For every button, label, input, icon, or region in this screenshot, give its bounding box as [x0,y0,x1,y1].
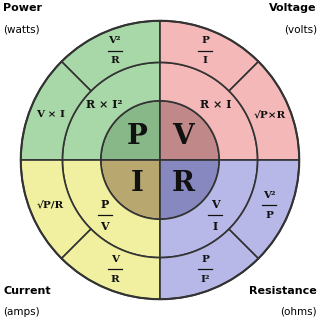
Polygon shape [62,62,160,160]
Wedge shape [101,101,160,160]
Text: R: R [172,170,195,196]
Text: V: V [100,221,109,232]
Text: V: V [172,124,194,150]
Wedge shape [160,160,219,219]
Text: V: V [111,255,119,264]
Text: P: P [201,255,209,264]
Polygon shape [21,61,91,160]
Polygon shape [160,62,258,160]
Text: Voltage: Voltage [269,3,317,13]
Polygon shape [21,160,91,259]
Polygon shape [160,160,258,258]
Text: I²: I² [201,275,210,284]
Text: √P/R: √P/R [37,201,64,210]
Polygon shape [160,229,259,299]
Polygon shape [62,160,160,258]
Text: R: R [110,275,119,284]
Text: Resistance: Resistance [249,286,317,296]
Text: V × I: V × I [36,110,65,119]
Text: (volts): (volts) [284,24,317,34]
Text: P: P [266,211,273,220]
Text: P: P [126,124,148,150]
Text: V²: V² [108,36,121,45]
Text: V²: V² [263,190,276,200]
Text: I: I [131,170,143,196]
Text: Current: Current [3,286,51,296]
Text: I: I [203,56,208,65]
Wedge shape [160,101,219,160]
Text: V: V [211,199,220,210]
Text: (watts): (watts) [3,24,40,34]
Text: (amps): (amps) [3,307,40,317]
Polygon shape [61,21,160,91]
Polygon shape [61,229,160,299]
Polygon shape [160,21,259,91]
Text: √P×R: √P×R [253,110,285,119]
Text: I: I [213,221,218,232]
Text: P: P [100,199,109,210]
Text: Power: Power [3,3,42,13]
Text: (ohms): (ohms) [280,307,317,317]
Text: R × I: R × I [200,99,231,110]
Polygon shape [229,160,299,259]
Text: P: P [201,36,209,45]
Text: R × I²: R × I² [86,99,123,110]
Wedge shape [101,160,160,219]
Polygon shape [229,61,299,160]
Text: R: R [110,56,119,65]
